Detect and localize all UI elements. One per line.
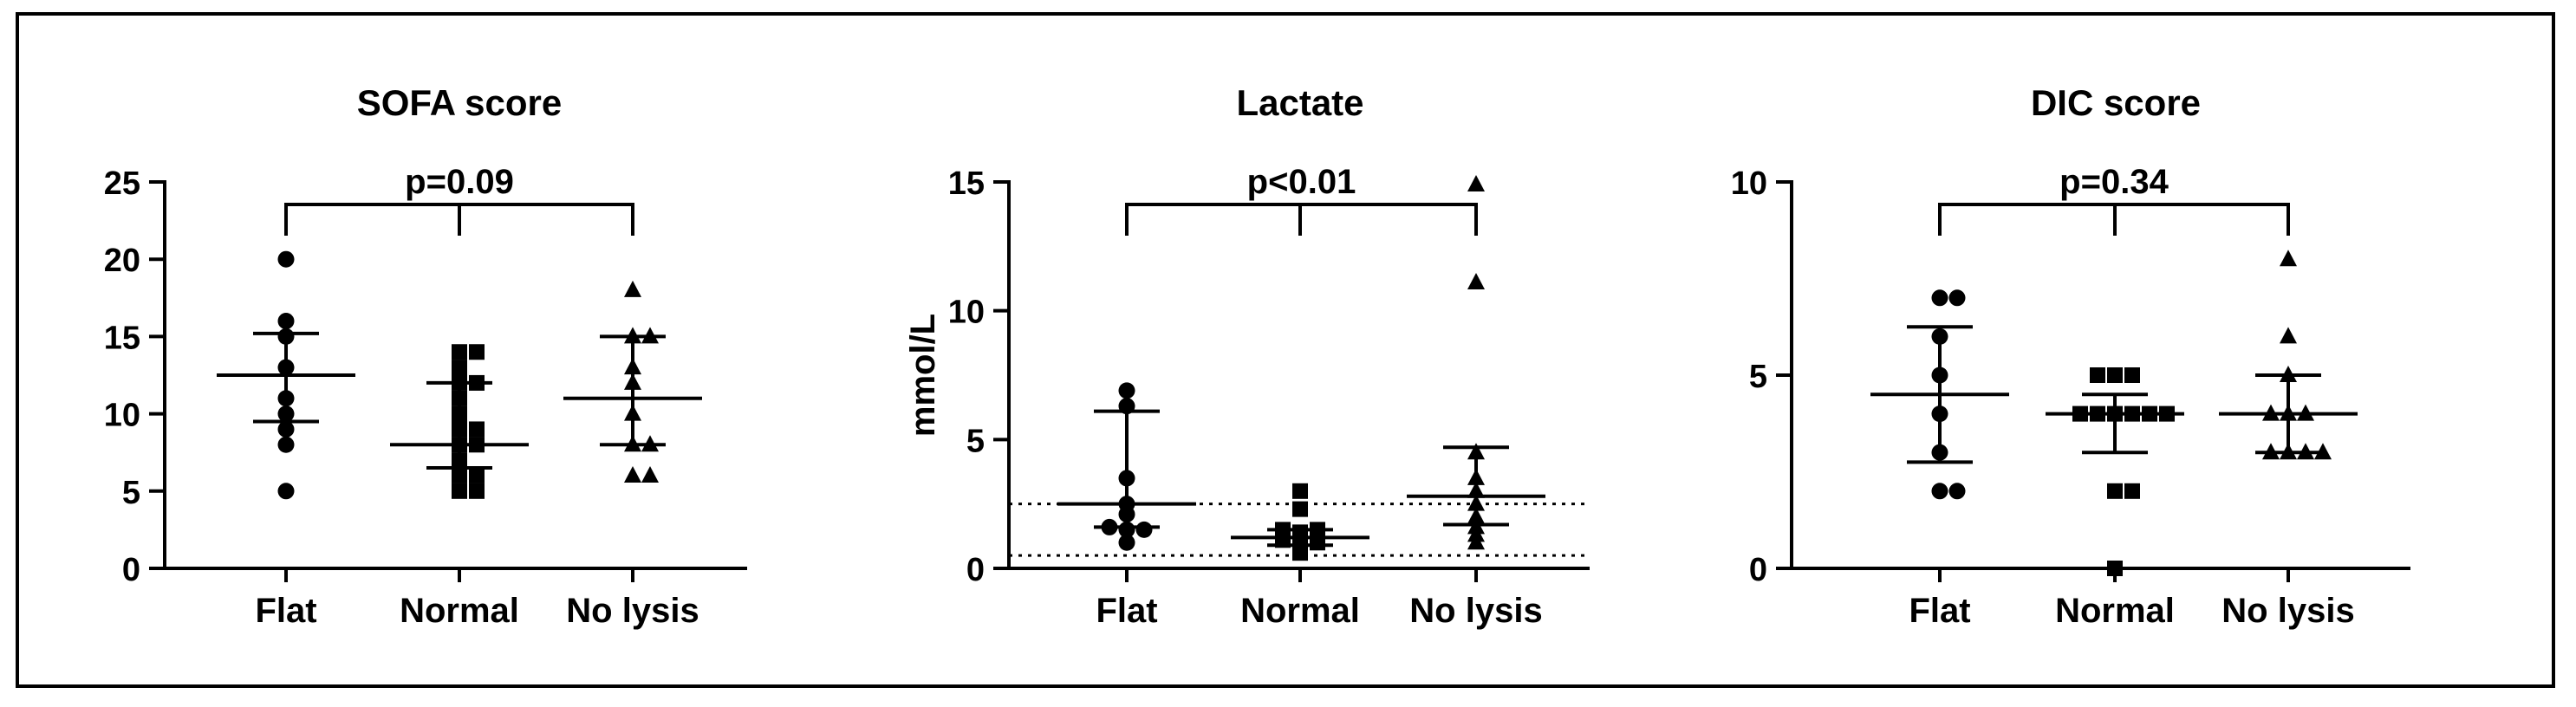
x-tick-label: Flat [1909,592,1970,630]
y-tick-label: 0 [122,552,140,588]
data-point [1467,272,1485,289]
data-point [1948,483,1966,500]
y-tick-label: 5 [1749,359,1767,395]
y-tick-label: 10 [104,398,140,434]
y-tick-label: 25 [104,165,140,202]
comparison-bracket [284,203,634,236]
data-point [277,313,295,330]
data-point [1118,534,1135,551]
data-point [1135,521,1153,538]
data-point [2124,367,2140,383]
data-point [452,344,467,360]
data-point [2280,250,2297,267]
y-tick-label: 0 [1749,552,1767,588]
dic-panel: DIC score 0 5 10 Flat Normal No lysis p=0.34 [1731,82,2410,630]
data-point [2090,367,2105,383]
y-tick-label: 0 [966,552,985,588]
data-point [2124,483,2140,499]
data-point [277,420,295,438]
data-point [1467,174,1485,191]
data-point [624,465,641,483]
y-tick-label: 15 [948,165,985,202]
p-value-label: p<0.01 [1247,163,1356,201]
p-value-label: p=0.09 [405,163,514,201]
data-point [277,250,295,268]
data-point [1948,289,1966,307]
data-point [469,421,485,438]
y-tick-label: 5 [966,423,985,459]
data-point [277,483,295,500]
y-tick-label: 20 [104,243,140,279]
x-tick-label: Flat [1096,592,1157,630]
y-tick-label: 10 [1731,165,1767,202]
data-point [2107,483,2123,499]
chart-title: DIC score [2031,82,2201,123]
y-tick-label: 5 [122,475,140,511]
lactate-panel: Lactate 0 5 10 15 mmol/L Flat Normal No lysis p<0… [904,82,1590,630]
data-point [1292,483,1308,499]
data-point [1292,501,1308,517]
data-point [469,344,485,360]
data-point [2107,561,2123,576]
data-point [2314,443,2332,460]
p-value-label: p=0.34 [2059,163,2169,201]
data-point [1931,483,1948,500]
y-axis-label: mmol/L [904,314,942,437]
y-tick-label: 10 [948,295,985,331]
x-tick-label: Normal [1240,592,1360,630]
data-point [469,483,485,499]
data-point [277,436,295,453]
x-tick-label: Normal [2055,592,2175,630]
chart-title: Lactate [1236,82,1363,123]
comparison-bracket [1938,203,2290,236]
x-tick-label: Normal [400,592,519,630]
x-tick-label: No lysis [566,592,699,630]
data-point [452,360,467,376]
data-point [452,483,467,499]
data-point [641,465,659,483]
data-point [452,467,467,483]
x-tick-label: Flat [255,592,316,630]
y-tick-label: 15 [104,320,140,356]
sofa-panel: SOFA score 0 5 10 15 20 25 Flat Normal No lysis p=… [104,82,747,630]
x-tick-label: No lysis [1409,592,1542,630]
x-tick-label: No lysis [2221,592,2354,630]
data-point [1931,289,1948,307]
data-point [624,280,641,297]
data-point [2280,327,2297,344]
chart-title: SOFA score [357,82,563,123]
data-point [469,467,485,483]
figure-border [16,12,2555,688]
comparison-bracket [1125,203,1478,236]
data-point [2107,367,2123,383]
data-point [1118,382,1135,399]
